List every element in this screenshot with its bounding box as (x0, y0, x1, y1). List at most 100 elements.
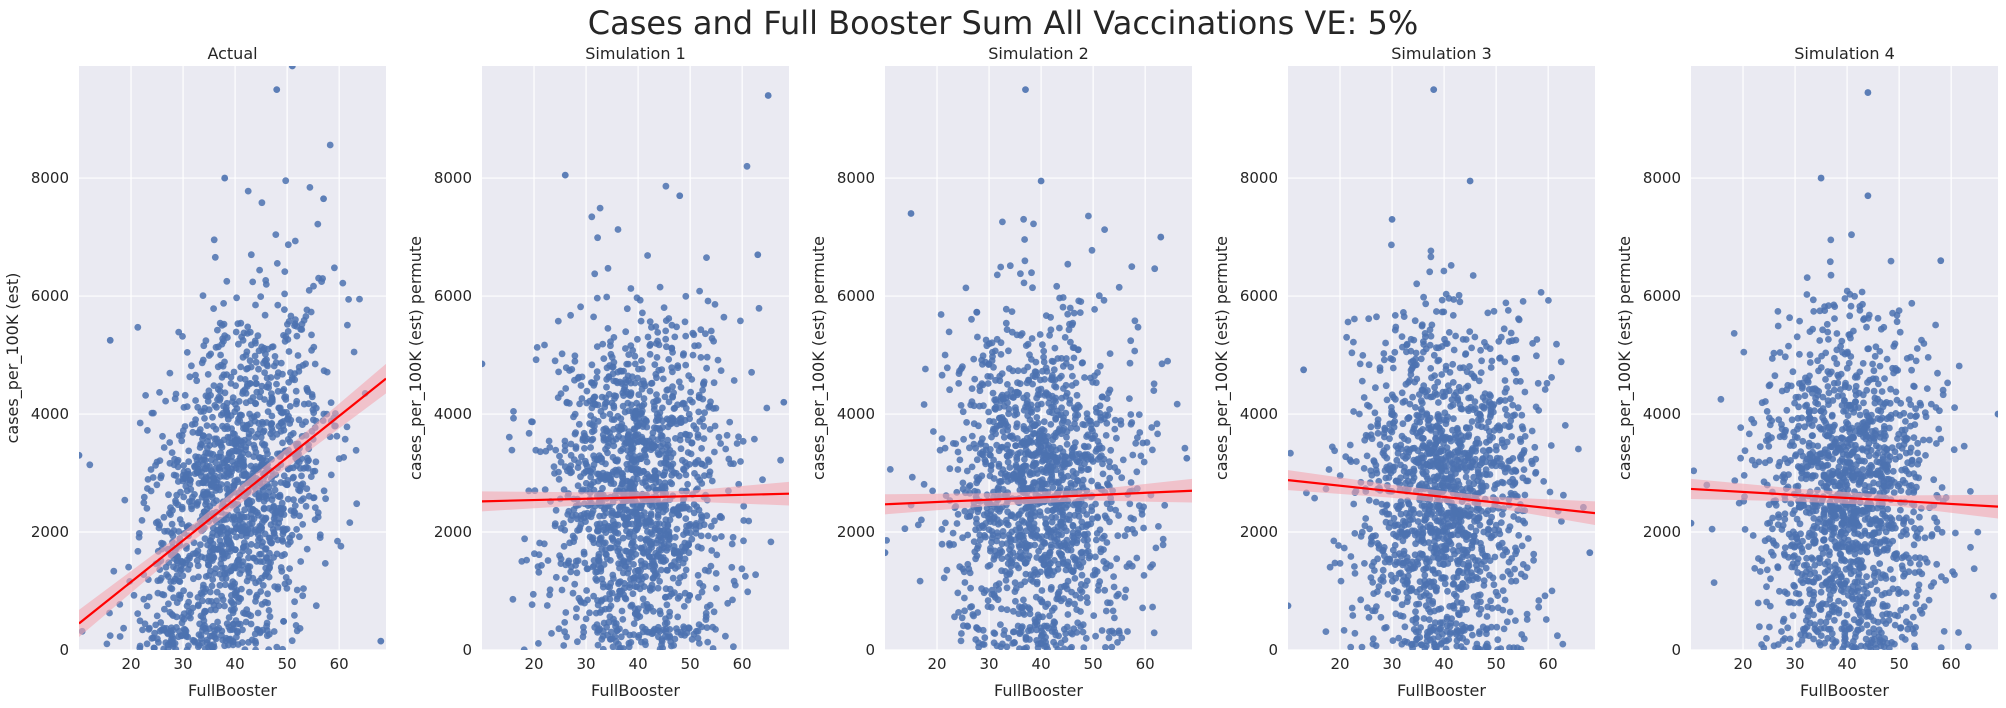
data-point (646, 342, 654, 349)
data-point (1456, 298, 1464, 306)
data-point (1032, 368, 1040, 376)
data-point (590, 592, 597, 600)
data-point (205, 387, 213, 395)
data-point (140, 499, 148, 507)
plot-contents (79, 66, 386, 650)
data-point (764, 92, 772, 99)
data-point (1057, 552, 1065, 560)
data-point (1094, 483, 1102, 491)
data-point (540, 540, 548, 548)
data-point (218, 443, 226, 451)
data-point (622, 345, 629, 352)
data-point (633, 475, 641, 483)
data-point (1030, 451, 1037, 459)
data-point (256, 266, 263, 274)
data-point (567, 568, 575, 576)
data-point (261, 396, 268, 403)
data-point (654, 414, 661, 421)
data-point (970, 402, 978, 410)
data-point (1089, 434, 1097, 442)
data-point (535, 568, 543, 576)
data-point (266, 534, 274, 542)
data-point (278, 536, 286, 543)
data-point (1081, 421, 1089, 429)
data-point (1024, 340, 1032, 348)
data-point (1104, 599, 1111, 607)
data-point (1377, 613, 1385, 621)
data-point (695, 593, 702, 601)
data-point (1148, 424, 1156, 431)
data-point (311, 516, 319, 523)
data-point (230, 368, 238, 376)
data-point (189, 604, 197, 612)
data-point (505, 433, 513, 441)
data-point (1036, 331, 1044, 338)
data-point (627, 639, 635, 646)
data-point (700, 435, 708, 442)
data-point (583, 387, 591, 395)
data-point (611, 633, 619, 640)
data-point (1083, 542, 1091, 549)
data-point (703, 603, 711, 611)
data-point (623, 527, 630, 535)
data-point (1060, 385, 1067, 392)
data-point (662, 585, 670, 593)
data-point (583, 587, 590, 594)
data-point (671, 333, 679, 341)
data-point (199, 292, 207, 299)
data-point (575, 420, 583, 428)
data-point (1064, 260, 1072, 268)
data-point (164, 641, 172, 648)
data-point (304, 464, 312, 472)
data-point (698, 513, 706, 521)
data-point (986, 446, 994, 453)
data-point (621, 521, 629, 528)
data-point (554, 317, 562, 325)
data-point (1420, 293, 1427, 301)
data-point (1071, 600, 1078, 608)
data-point (622, 547, 629, 555)
data-point (1079, 359, 1086, 366)
data-point (542, 447, 550, 455)
data-point (1072, 439, 1079, 446)
data-point (1016, 533, 1024, 541)
data-point (674, 364, 682, 372)
data-point (573, 605, 580, 613)
data-point (974, 333, 981, 341)
data-point (586, 609, 593, 617)
data-point (261, 598, 269, 606)
data-point (270, 362, 278, 370)
data-point (200, 453, 208, 461)
data-point (173, 557, 181, 565)
data-point (1069, 319, 1077, 327)
data-point (599, 484, 606, 492)
data-point (1064, 472, 1072, 480)
data-point (1063, 355, 1070, 362)
data-point (675, 511, 683, 519)
data-point (233, 506, 241, 514)
gridlines (79, 66, 386, 651)
data-point (1482, 564, 1490, 572)
data-point (958, 614, 966, 622)
data-point (1025, 376, 1032, 384)
data-point (1518, 542, 1526, 550)
data-point (614, 540, 621, 548)
data-point (541, 486, 549, 494)
data-point (1000, 631, 1008, 638)
data-point (587, 481, 595, 488)
data-point (345, 296, 352, 303)
data-point (195, 573, 202, 581)
data-point (651, 567, 658, 575)
data-point (689, 329, 697, 337)
data-point (1060, 625, 1068, 633)
data-point (1132, 439, 1140, 447)
data-point (685, 521, 693, 529)
data-point (243, 422, 251, 429)
x-tick-label: 60 (1136, 655, 1155, 673)
data-point (976, 402, 983, 410)
data-point (1498, 511, 1506, 518)
data-point (618, 480, 626, 488)
x-tick-label: 20 (927, 655, 946, 673)
data-point (582, 486, 590, 494)
